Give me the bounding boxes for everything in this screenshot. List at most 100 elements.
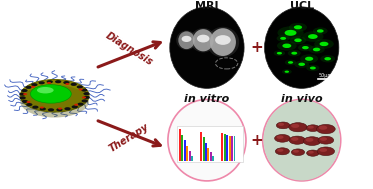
Circle shape	[274, 50, 285, 56]
Circle shape	[56, 108, 63, 111]
Circle shape	[38, 81, 45, 84]
Text: Diagnosis: Diagnosis	[103, 30, 154, 67]
Circle shape	[320, 137, 327, 141]
Circle shape	[291, 124, 300, 128]
Bar	[224, 134, 226, 161]
Circle shape	[289, 23, 307, 32]
Bar	[207, 148, 210, 161]
Circle shape	[300, 54, 318, 63]
Circle shape	[320, 55, 335, 62]
Circle shape	[288, 61, 293, 64]
Ellipse shape	[210, 28, 236, 56]
Circle shape	[290, 36, 306, 44]
Ellipse shape	[264, 100, 340, 180]
Circle shape	[82, 96, 86, 98]
Text: in vitro: in vitro	[184, 94, 229, 104]
Circle shape	[317, 29, 324, 33]
Circle shape	[58, 108, 62, 110]
Circle shape	[306, 125, 320, 132]
Circle shape	[289, 136, 305, 144]
Circle shape	[280, 37, 286, 40]
Circle shape	[289, 123, 307, 132]
Circle shape	[79, 88, 83, 91]
Bar	[231, 136, 233, 161]
Circle shape	[48, 108, 54, 112]
Circle shape	[294, 61, 309, 68]
Bar	[177, 126, 242, 162]
Bar	[186, 146, 188, 161]
Circle shape	[32, 106, 38, 109]
Circle shape	[65, 83, 69, 85]
Circle shape	[305, 57, 313, 61]
Circle shape	[78, 103, 84, 106]
Circle shape	[291, 52, 297, 55]
Circle shape	[22, 100, 28, 103]
Circle shape	[21, 89, 28, 92]
Bar	[200, 132, 202, 161]
Circle shape	[65, 107, 70, 110]
Text: +: +	[251, 40, 263, 55]
Ellipse shape	[176, 30, 197, 50]
Bar	[229, 136, 231, 161]
Circle shape	[319, 148, 327, 152]
Circle shape	[293, 150, 299, 153]
Bar	[189, 151, 191, 161]
Circle shape	[26, 103, 32, 106]
Ellipse shape	[170, 7, 244, 88]
Circle shape	[277, 41, 297, 51]
Bar	[189, 151, 191, 161]
Circle shape	[308, 45, 325, 53]
Circle shape	[19, 96, 26, 99]
Circle shape	[307, 150, 319, 156]
Circle shape	[84, 96, 90, 99]
Circle shape	[82, 99, 88, 102]
Ellipse shape	[215, 35, 231, 45]
Circle shape	[314, 39, 334, 49]
Circle shape	[63, 81, 69, 84]
Circle shape	[72, 105, 78, 108]
Circle shape	[275, 148, 289, 155]
Circle shape	[294, 38, 302, 42]
Ellipse shape	[207, 27, 239, 57]
Bar	[233, 136, 235, 161]
Ellipse shape	[37, 87, 54, 93]
Circle shape	[77, 85, 83, 88]
Circle shape	[302, 31, 323, 42]
Circle shape	[277, 149, 283, 152]
Circle shape	[47, 82, 51, 84]
Ellipse shape	[178, 31, 195, 49]
Circle shape	[40, 107, 44, 108]
Circle shape	[317, 124, 335, 134]
Bar	[207, 148, 210, 161]
Bar	[222, 133, 223, 161]
Ellipse shape	[20, 85, 89, 118]
Bar	[191, 156, 193, 161]
Circle shape	[298, 63, 305, 66]
Ellipse shape	[168, 99, 246, 181]
Circle shape	[276, 35, 290, 42]
Bar	[186, 146, 188, 161]
Ellipse shape	[197, 35, 210, 43]
Bar	[212, 156, 214, 161]
Bar	[205, 143, 207, 161]
Circle shape	[55, 80, 61, 83]
Bar	[231, 136, 233, 161]
Circle shape	[313, 48, 320, 51]
Bar	[226, 135, 228, 161]
Circle shape	[308, 126, 314, 129]
Bar	[226, 135, 228, 161]
Ellipse shape	[182, 36, 191, 42]
Circle shape	[285, 60, 296, 65]
Circle shape	[40, 107, 46, 111]
Circle shape	[285, 70, 289, 73]
Circle shape	[318, 136, 334, 144]
Circle shape	[282, 69, 292, 74]
Bar	[182, 135, 184, 161]
Bar	[229, 136, 231, 161]
Circle shape	[81, 88, 87, 92]
Ellipse shape	[20, 80, 89, 112]
Bar	[179, 129, 181, 161]
Circle shape	[278, 26, 304, 39]
Circle shape	[31, 86, 35, 88]
Bar	[210, 152, 212, 161]
